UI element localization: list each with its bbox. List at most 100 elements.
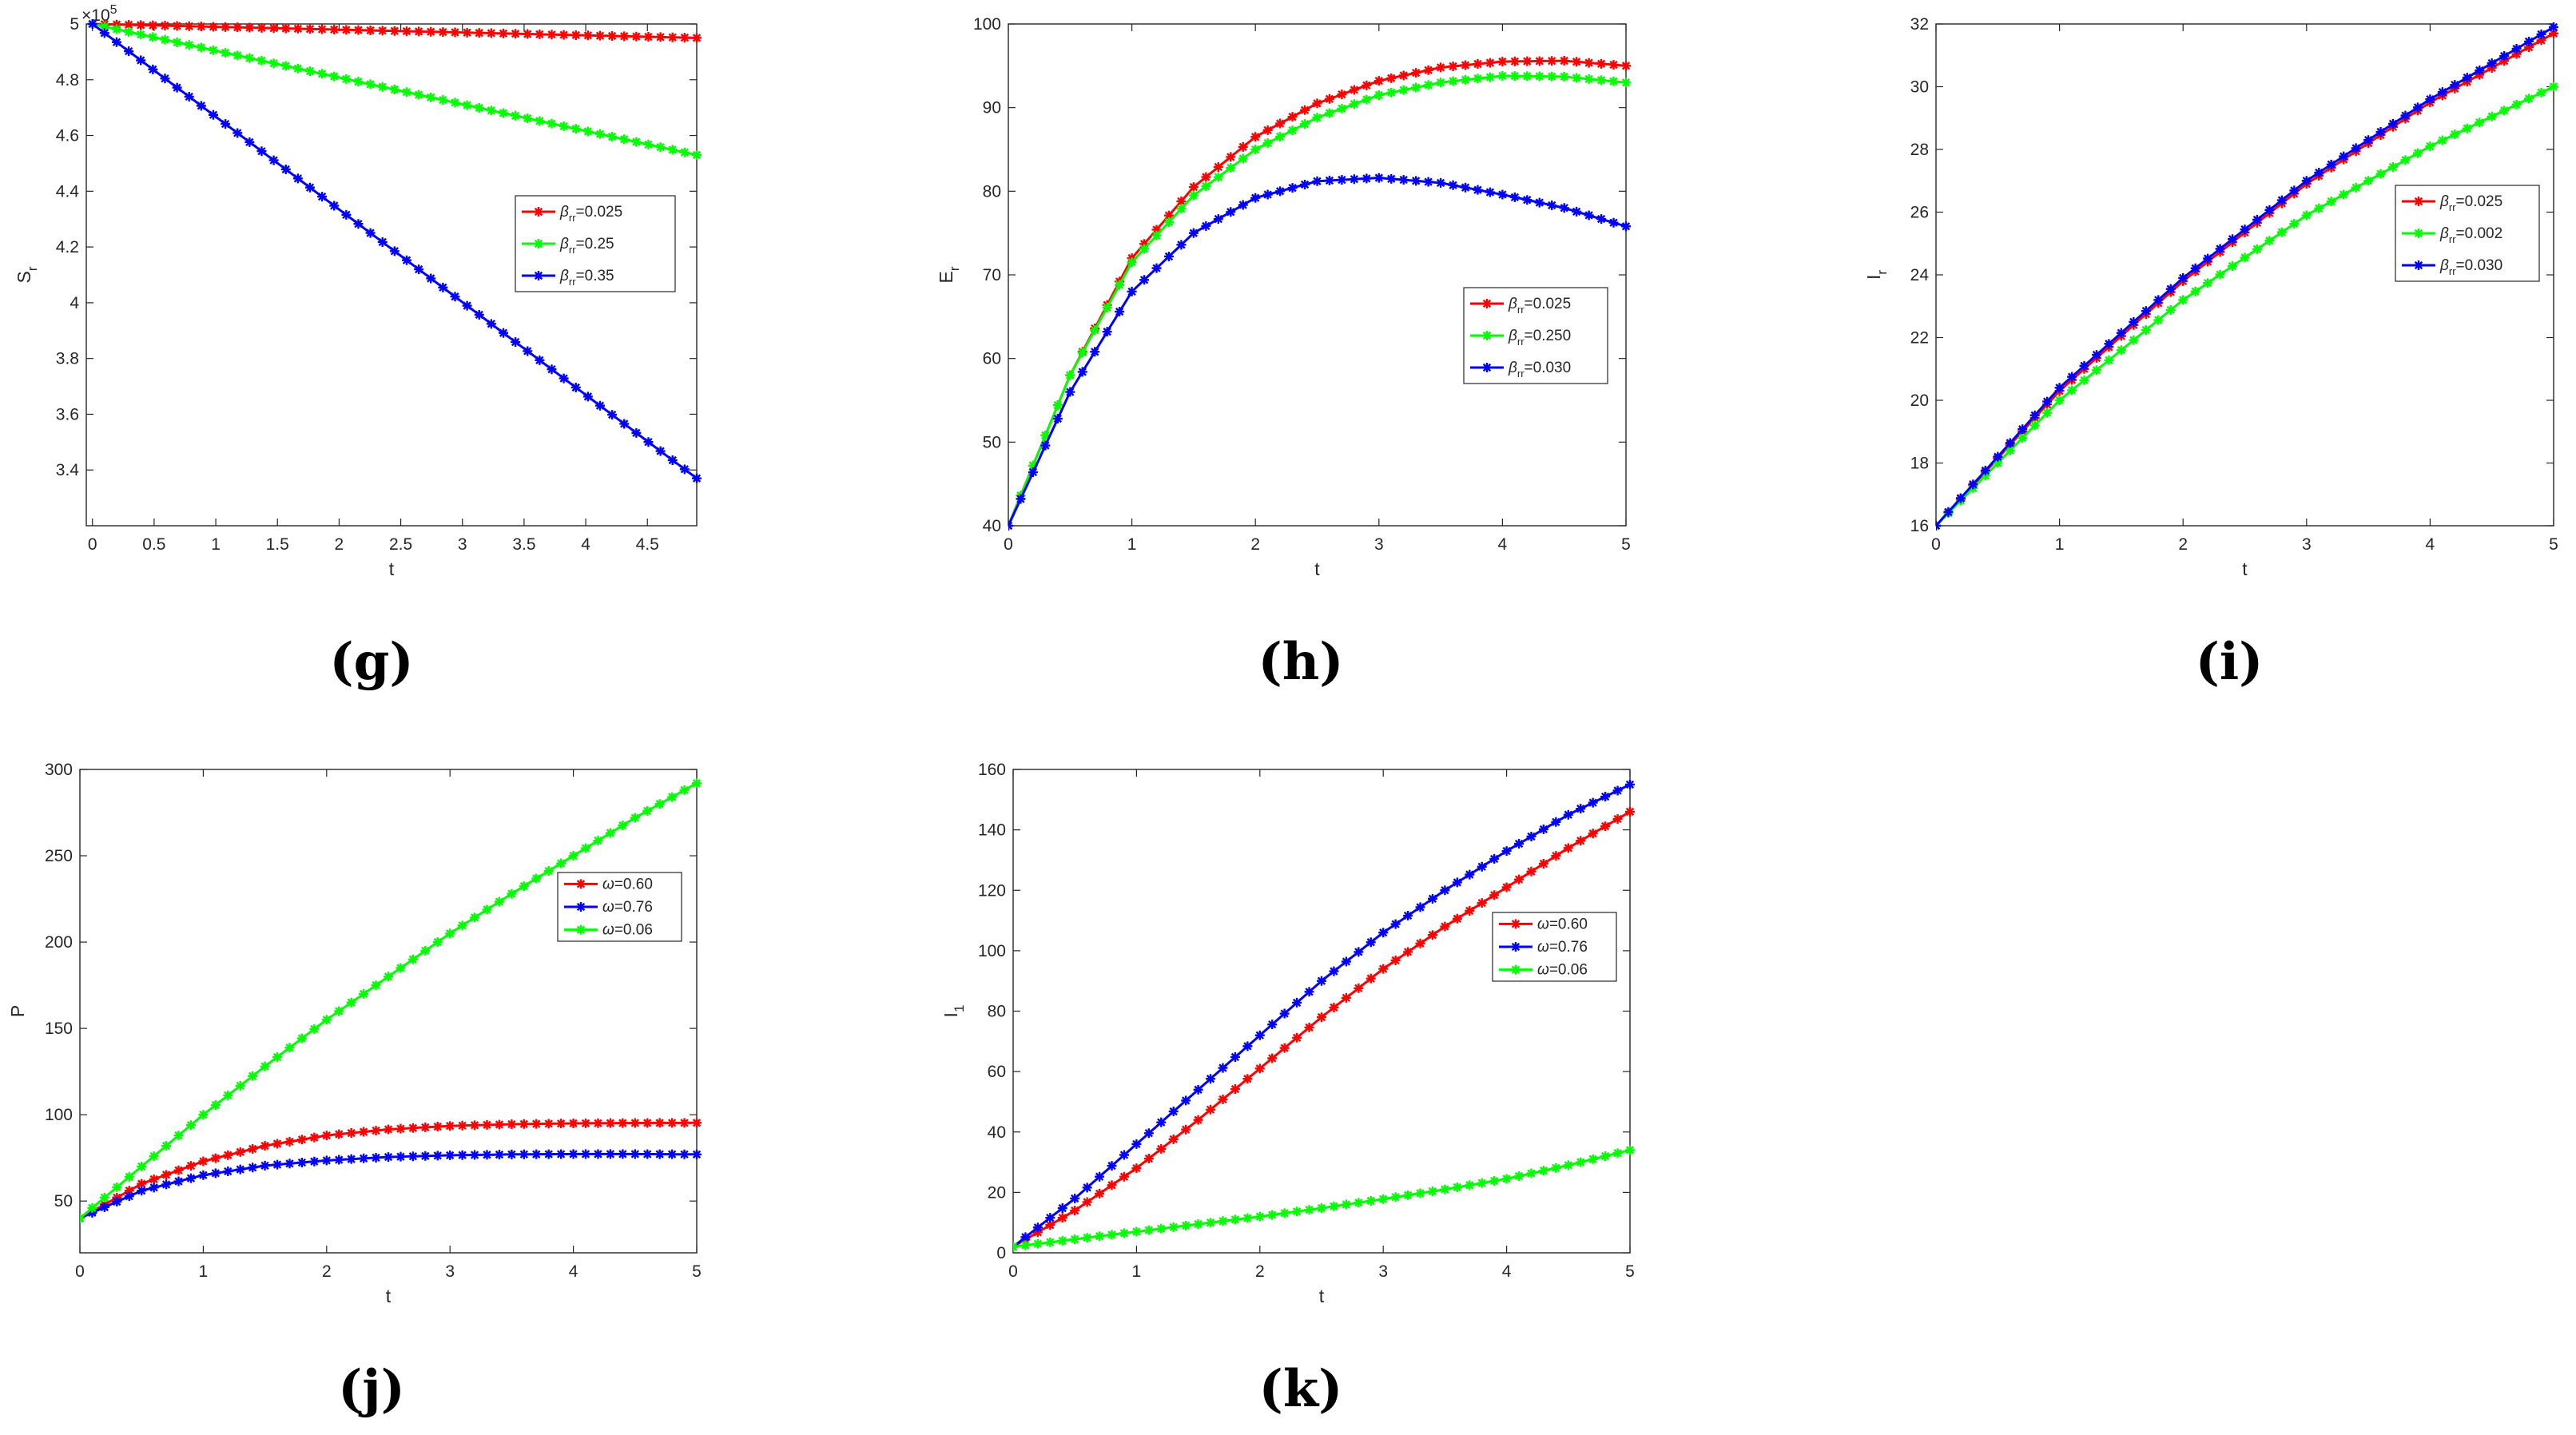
series-marker xyxy=(1230,1051,1240,1062)
series-marker xyxy=(137,1179,147,1189)
series-marker xyxy=(1115,280,1125,290)
series-marker xyxy=(346,1128,356,1139)
series-marker xyxy=(1485,187,1495,197)
series-marker xyxy=(630,1149,640,1159)
series-marker xyxy=(1324,93,1334,104)
series-marker xyxy=(1354,947,1364,957)
series-marker xyxy=(1317,1012,1326,1023)
series-marker xyxy=(2228,234,2238,244)
series-marker xyxy=(462,27,472,38)
legend-marker xyxy=(534,239,543,248)
series-marker xyxy=(1526,866,1536,877)
series-marker xyxy=(1596,75,1607,85)
series-marker xyxy=(208,45,218,55)
y-axis-label: P xyxy=(7,1005,28,1017)
series-marker xyxy=(1230,1214,1240,1225)
x-tick-label: 3.5 xyxy=(512,535,535,554)
x-tick-label: 2.5 xyxy=(389,535,412,554)
series-marker xyxy=(1168,1134,1179,1144)
series-marker xyxy=(619,134,630,145)
series-marker xyxy=(1349,85,1359,95)
series-marker xyxy=(547,364,557,375)
y-tick-label: 4 xyxy=(70,294,79,312)
series-marker xyxy=(284,1136,295,1147)
series-marker xyxy=(1193,1219,1203,1230)
series-marker xyxy=(523,113,533,124)
plot-area xyxy=(1008,56,1631,531)
series-marker xyxy=(1362,80,1372,90)
series-marker xyxy=(1279,1043,1290,1053)
series-marker xyxy=(1461,60,1471,70)
series-marker xyxy=(531,1119,542,1129)
series-marker xyxy=(1427,1187,1437,1197)
series-marker xyxy=(1576,804,1586,814)
series-marker xyxy=(1070,1193,1080,1203)
legend-symbol: β xyxy=(1508,360,1517,376)
series-marker xyxy=(1522,56,1532,66)
x-tick-label: 0.5 xyxy=(142,535,165,554)
series-marker xyxy=(292,173,303,184)
series-marker xyxy=(531,873,542,884)
series-marker xyxy=(2042,407,2053,418)
series-marker xyxy=(260,1141,270,1151)
series-marker xyxy=(99,1192,109,1202)
legend-marker xyxy=(1511,942,1521,952)
series-marker xyxy=(1292,997,1302,1008)
series-marker xyxy=(1300,105,1310,115)
series-marker xyxy=(184,91,194,101)
legend-entry: βrr=0.025 xyxy=(1470,296,1571,316)
series-marker xyxy=(210,1168,221,1179)
series-marker xyxy=(2536,87,2546,97)
series-marker xyxy=(438,95,448,105)
series-marker xyxy=(556,1149,566,1159)
series-marker xyxy=(2129,316,2139,327)
series-marker xyxy=(654,1118,665,1128)
series-marker xyxy=(432,937,443,948)
series-marker xyxy=(1341,992,1351,1003)
y-tick-label: 5 xyxy=(70,15,79,34)
legend-label: ω=0.06 xyxy=(1537,962,1588,979)
x-tick-label: 3 xyxy=(458,535,467,554)
series-marker xyxy=(619,31,630,42)
x-tick-label: 1 xyxy=(1127,535,1137,554)
series-marker xyxy=(1095,1188,1105,1198)
series-2 xyxy=(80,1149,702,1223)
series-marker xyxy=(365,228,376,238)
series-marker xyxy=(523,346,533,356)
series-marker xyxy=(1485,72,1495,82)
series-marker xyxy=(426,26,436,37)
series-marker xyxy=(1415,902,1425,912)
series-marker xyxy=(1366,937,1376,948)
series-marker xyxy=(1188,190,1199,201)
series-marker xyxy=(1254,1030,1265,1040)
series-marker xyxy=(1324,108,1334,118)
y-tick-label: 0 xyxy=(996,1244,1006,1262)
series-marker xyxy=(1538,1166,1548,1176)
x-tick-label: 1 xyxy=(1132,1262,1142,1281)
series-3 xyxy=(1936,22,2558,531)
x-axis-label: t xyxy=(386,1286,392,1306)
series-marker xyxy=(1514,1171,1525,1181)
series-marker xyxy=(2289,185,2300,196)
series-marker xyxy=(1465,905,1475,916)
x-tick-label: 4.5 xyxy=(636,535,659,554)
series-3 xyxy=(87,19,702,483)
series-marker xyxy=(445,1150,455,1160)
series-marker xyxy=(2499,105,2510,116)
series-marker xyxy=(371,980,381,991)
series-marker xyxy=(1131,1139,1142,1149)
series-marker xyxy=(2067,372,2077,382)
legend-symbol: β xyxy=(2439,225,2449,242)
y-tick-label: 3.8 xyxy=(56,350,79,368)
legend-entry: ω=0.06 xyxy=(1499,962,1588,979)
legend-subscript: rr xyxy=(2449,201,2456,213)
series-marker xyxy=(160,74,170,84)
y-tick-label: 20 xyxy=(988,1183,1006,1202)
series-marker xyxy=(1373,173,1384,183)
series-marker xyxy=(582,30,593,41)
legend-subscript: rr xyxy=(569,244,576,256)
series-marker xyxy=(1477,1178,1487,1188)
series-marker xyxy=(1156,1117,1167,1127)
